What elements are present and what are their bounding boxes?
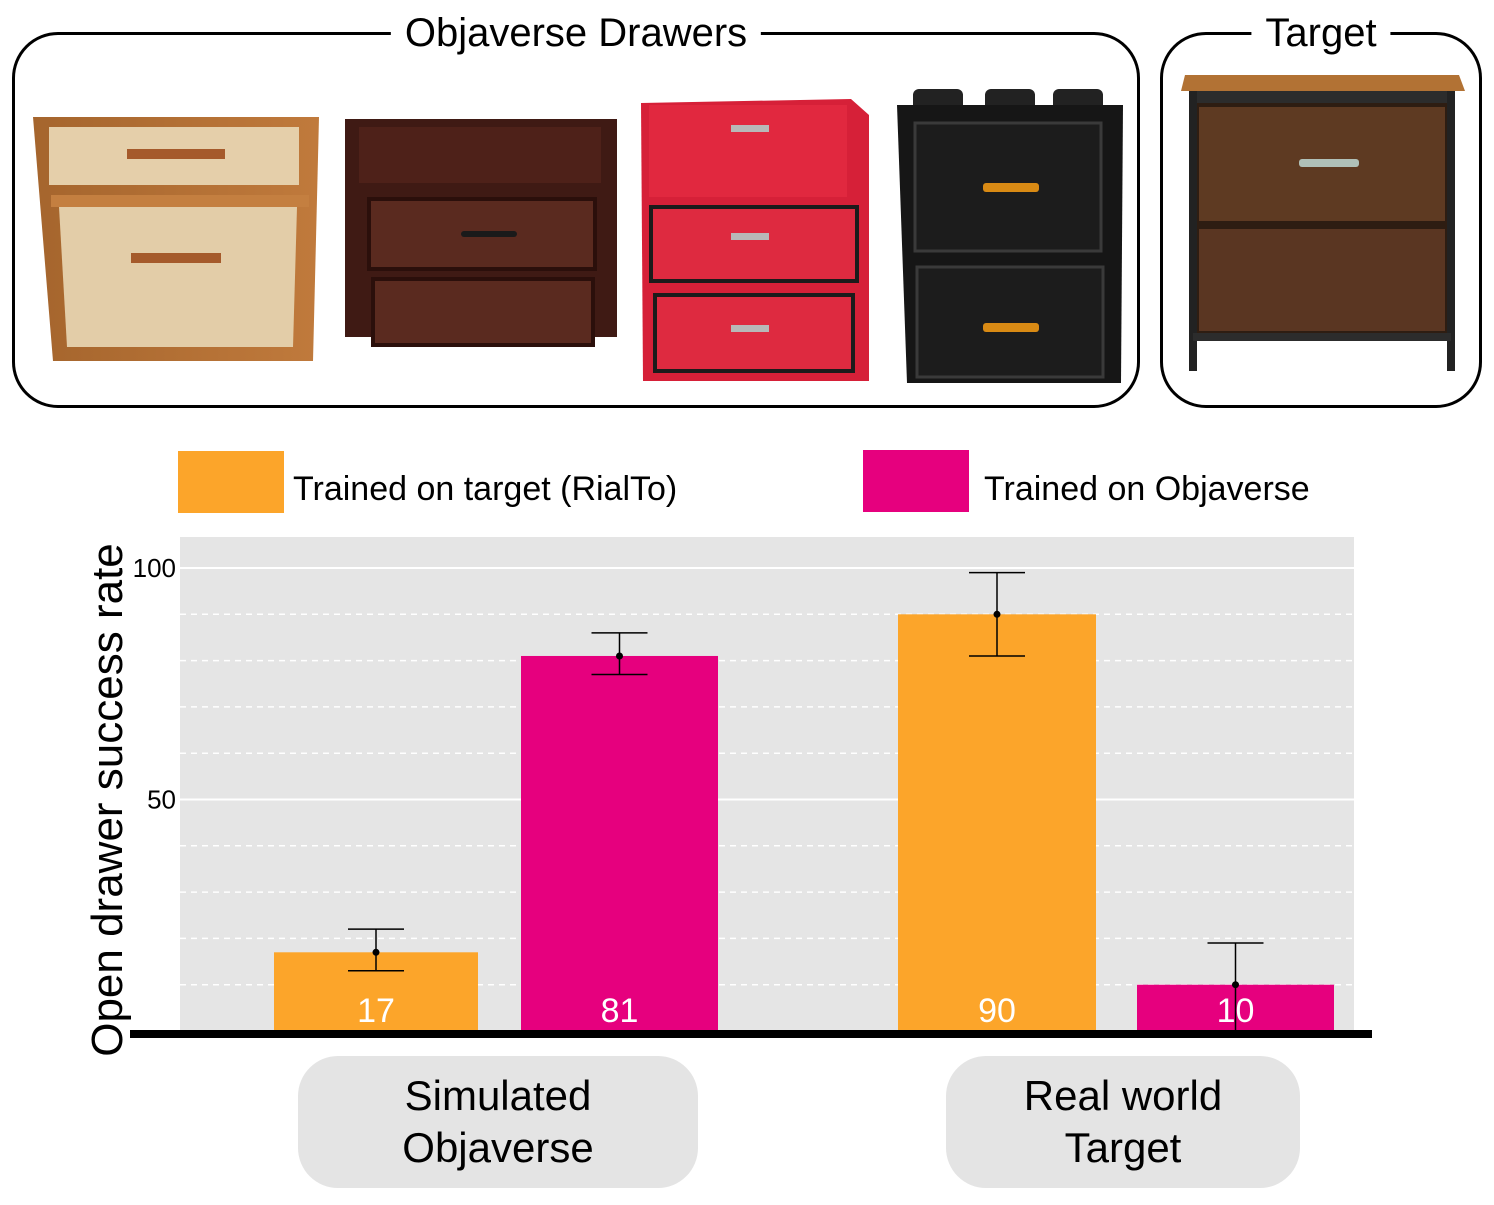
legend-label-objaverse: Trained on Objaverse: [984, 470, 1310, 508]
bar: [521, 655, 718, 1031]
y-tick-label: 100: [133, 553, 176, 583]
drawer-image-red: [641, 99, 869, 381]
group-label-real-line1: Real world: [1023, 1072, 1223, 1119]
drawer-image-light-wood: [33, 117, 319, 361]
legend-label-rialto: Trained on target (RialTo): [293, 470, 678, 508]
target-panel: Target: [1160, 9, 1482, 408]
error-bar-point: [993, 610, 1001, 618]
drawer-image-black: [897, 89, 1123, 383]
grid-lines: [180, 567, 1354, 986]
bar-value-label: 10: [1217, 992, 1255, 1030]
legend-swatch-objaverse: [863, 450, 969, 512]
group-label-simulated: Simulated Objaverse: [298, 1056, 698, 1188]
y-tick-label: 50: [147, 785, 176, 815]
group-label-simulated-line1: Simulated: [404, 1072, 592, 1119]
y-tick-labels: 50 100: [133, 553, 176, 815]
data-labels: 17 81 90 10: [357, 992, 1254, 1030]
bar-value-label: 90: [978, 992, 1016, 1030]
group-label-real-world: Real world Target: [946, 1056, 1300, 1188]
error-bars: [348, 571, 1264, 1032]
objaverse-panel-title: Objaverse Drawers: [390, 9, 762, 57]
error-bar-point: [616, 652, 623, 660]
error-bar-point: [1232, 981, 1239, 989]
target-panel-title: Target: [1251, 9, 1391, 57]
legend-swatch-rialto: [178, 451, 284, 513]
bar-value-label: 17: [357, 992, 395, 1030]
bar-value-label: 81: [601, 992, 639, 1030]
y-axis-title: Open drawer success rate: [83, 543, 132, 1057]
error-bar-point: [372, 948, 380, 956]
group-label-simulated-line2: Objaverse: [402, 1124, 594, 1171]
group-label-real-line2: Target: [1064, 1124, 1182, 1171]
objaverse-drawers-panel: Objaverse Drawers: [12, 9, 1140, 408]
drawer-image-dark-wood: [345, 119, 617, 347]
bars: [274, 614, 1334, 1031]
bar: [898, 614, 1096, 1031]
drawer-image-target: [1181, 75, 1465, 371]
